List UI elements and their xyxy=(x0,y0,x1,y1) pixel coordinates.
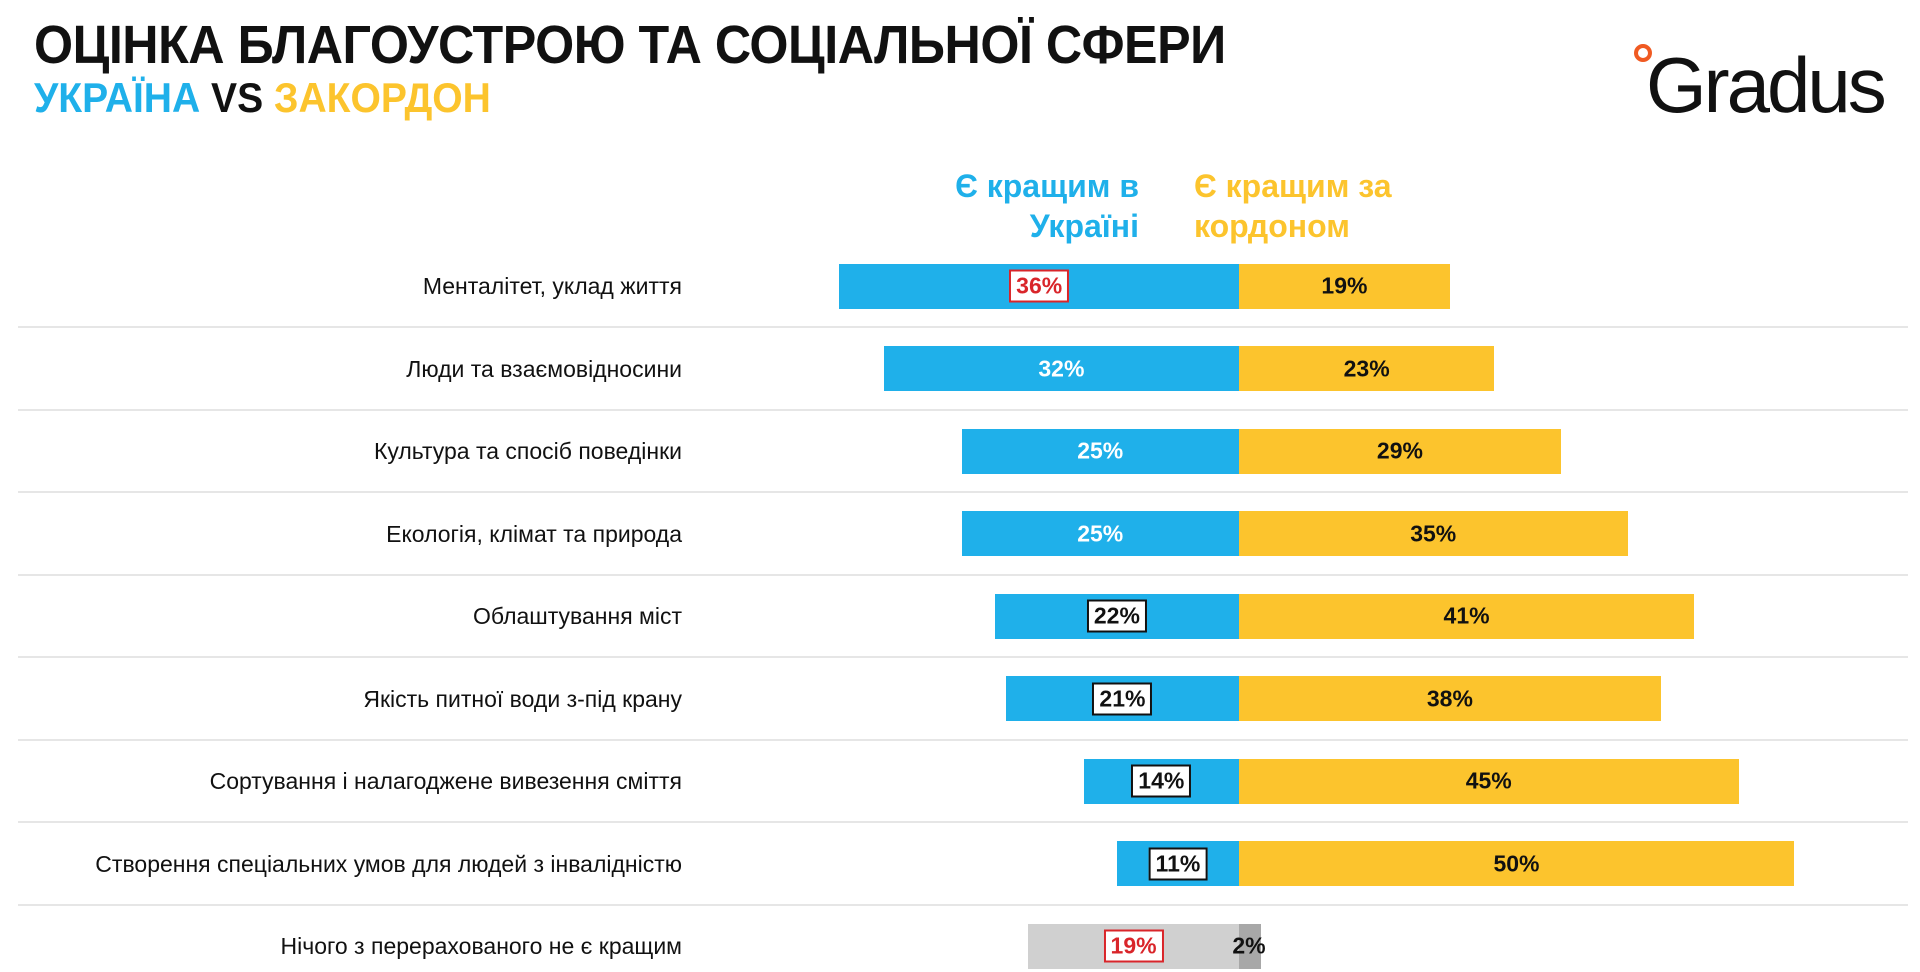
value-label-ukraine: 25% xyxy=(1077,437,1124,464)
subtitle-ukraine: УКРАЇНА xyxy=(34,74,201,121)
bar-abroad xyxy=(1239,593,1695,639)
value-label-abroad: 41% xyxy=(1443,602,1490,629)
bar-abroad xyxy=(1239,676,1661,721)
value-label-ukraine: 25% xyxy=(1077,520,1124,546)
bar-abroad xyxy=(1239,346,1495,391)
value-label-ukraine: 11% xyxy=(1148,847,1208,880)
row-separator xyxy=(18,326,1908,329)
value-label-abroad: 35% xyxy=(1410,520,1457,546)
value-label-abroad: 38% xyxy=(1426,685,1473,711)
legend-ukraine: Є кращим в Україні xyxy=(955,168,1139,244)
category-label: Менталітет, уклад життя xyxy=(422,273,682,299)
row-separator xyxy=(18,738,1908,741)
value-label-abroad: 50% xyxy=(1493,850,1540,876)
value-label-ukraine: 22% xyxy=(1086,599,1147,633)
value-label-ukraine: 19% xyxy=(1103,929,1164,963)
category-label: Люди та взаємовідносини xyxy=(406,355,682,382)
value-label-ukraine: 32% xyxy=(1038,355,1085,381)
category-label: Облаштування міст xyxy=(473,603,682,629)
value-label-abroad: 45% xyxy=(1465,767,1512,794)
bar-abroad xyxy=(1239,923,1262,969)
row-separator xyxy=(18,903,1908,906)
value-label-ukraine: 36% xyxy=(1009,269,1070,303)
row-separator xyxy=(18,408,1908,411)
category-label: Якість питної води з-під крану xyxy=(363,685,682,712)
category-label: Нічого з перерахованого не є кращим xyxy=(280,933,683,959)
bar-abroad xyxy=(1239,511,1628,556)
value-label-abroad: 29% xyxy=(1376,437,1423,464)
bar-ukraine xyxy=(883,346,1239,391)
row-separator xyxy=(18,573,1908,576)
page-title: ОЦІНКА БЛАГОУСТРОЮ ТА СОЦІАЛЬНОЇ СФЕРИ xyxy=(34,15,1226,75)
value-label-ukraine: 14% xyxy=(1131,764,1192,798)
logo-dot-icon xyxy=(1634,44,1652,62)
bar-abroad xyxy=(1239,841,1794,886)
value-label-abroad: 2% xyxy=(1232,932,1266,959)
category-label: Екологія, клімат та природа xyxy=(386,520,682,547)
category-label: Сортування і налагоджене вивезення смітт… xyxy=(209,768,682,794)
legend-abroad: Є кращим за кордоном xyxy=(1194,168,1392,244)
value-label-abroad: 23% xyxy=(1343,355,1390,381)
row-separator xyxy=(18,656,1908,659)
page-subtitle: УКРАЇНА VS ЗАКОРДОН xyxy=(34,74,491,122)
value-label-abroad: 19% xyxy=(1321,272,1368,299)
bar-abroad xyxy=(1239,263,1450,309)
row-separator xyxy=(18,821,1908,824)
bar-abroad xyxy=(1239,428,1561,474)
gradus-logo: Gradus xyxy=(1646,41,1887,129)
subtitle-abroad: ЗАКОРДОН xyxy=(273,74,491,121)
row-separator xyxy=(18,491,1908,494)
subtitle-vs: VS xyxy=(200,74,274,121)
bar-ukraine xyxy=(961,511,1239,556)
category-label: Культура та спосіб поведінки xyxy=(373,438,682,464)
value-label-ukraine: 21% xyxy=(1092,682,1153,715)
category-label: Створення спеціальних умов для людей з і… xyxy=(95,850,682,877)
bar-ukraine xyxy=(961,428,1239,474)
bar-abroad xyxy=(1239,758,1739,804)
